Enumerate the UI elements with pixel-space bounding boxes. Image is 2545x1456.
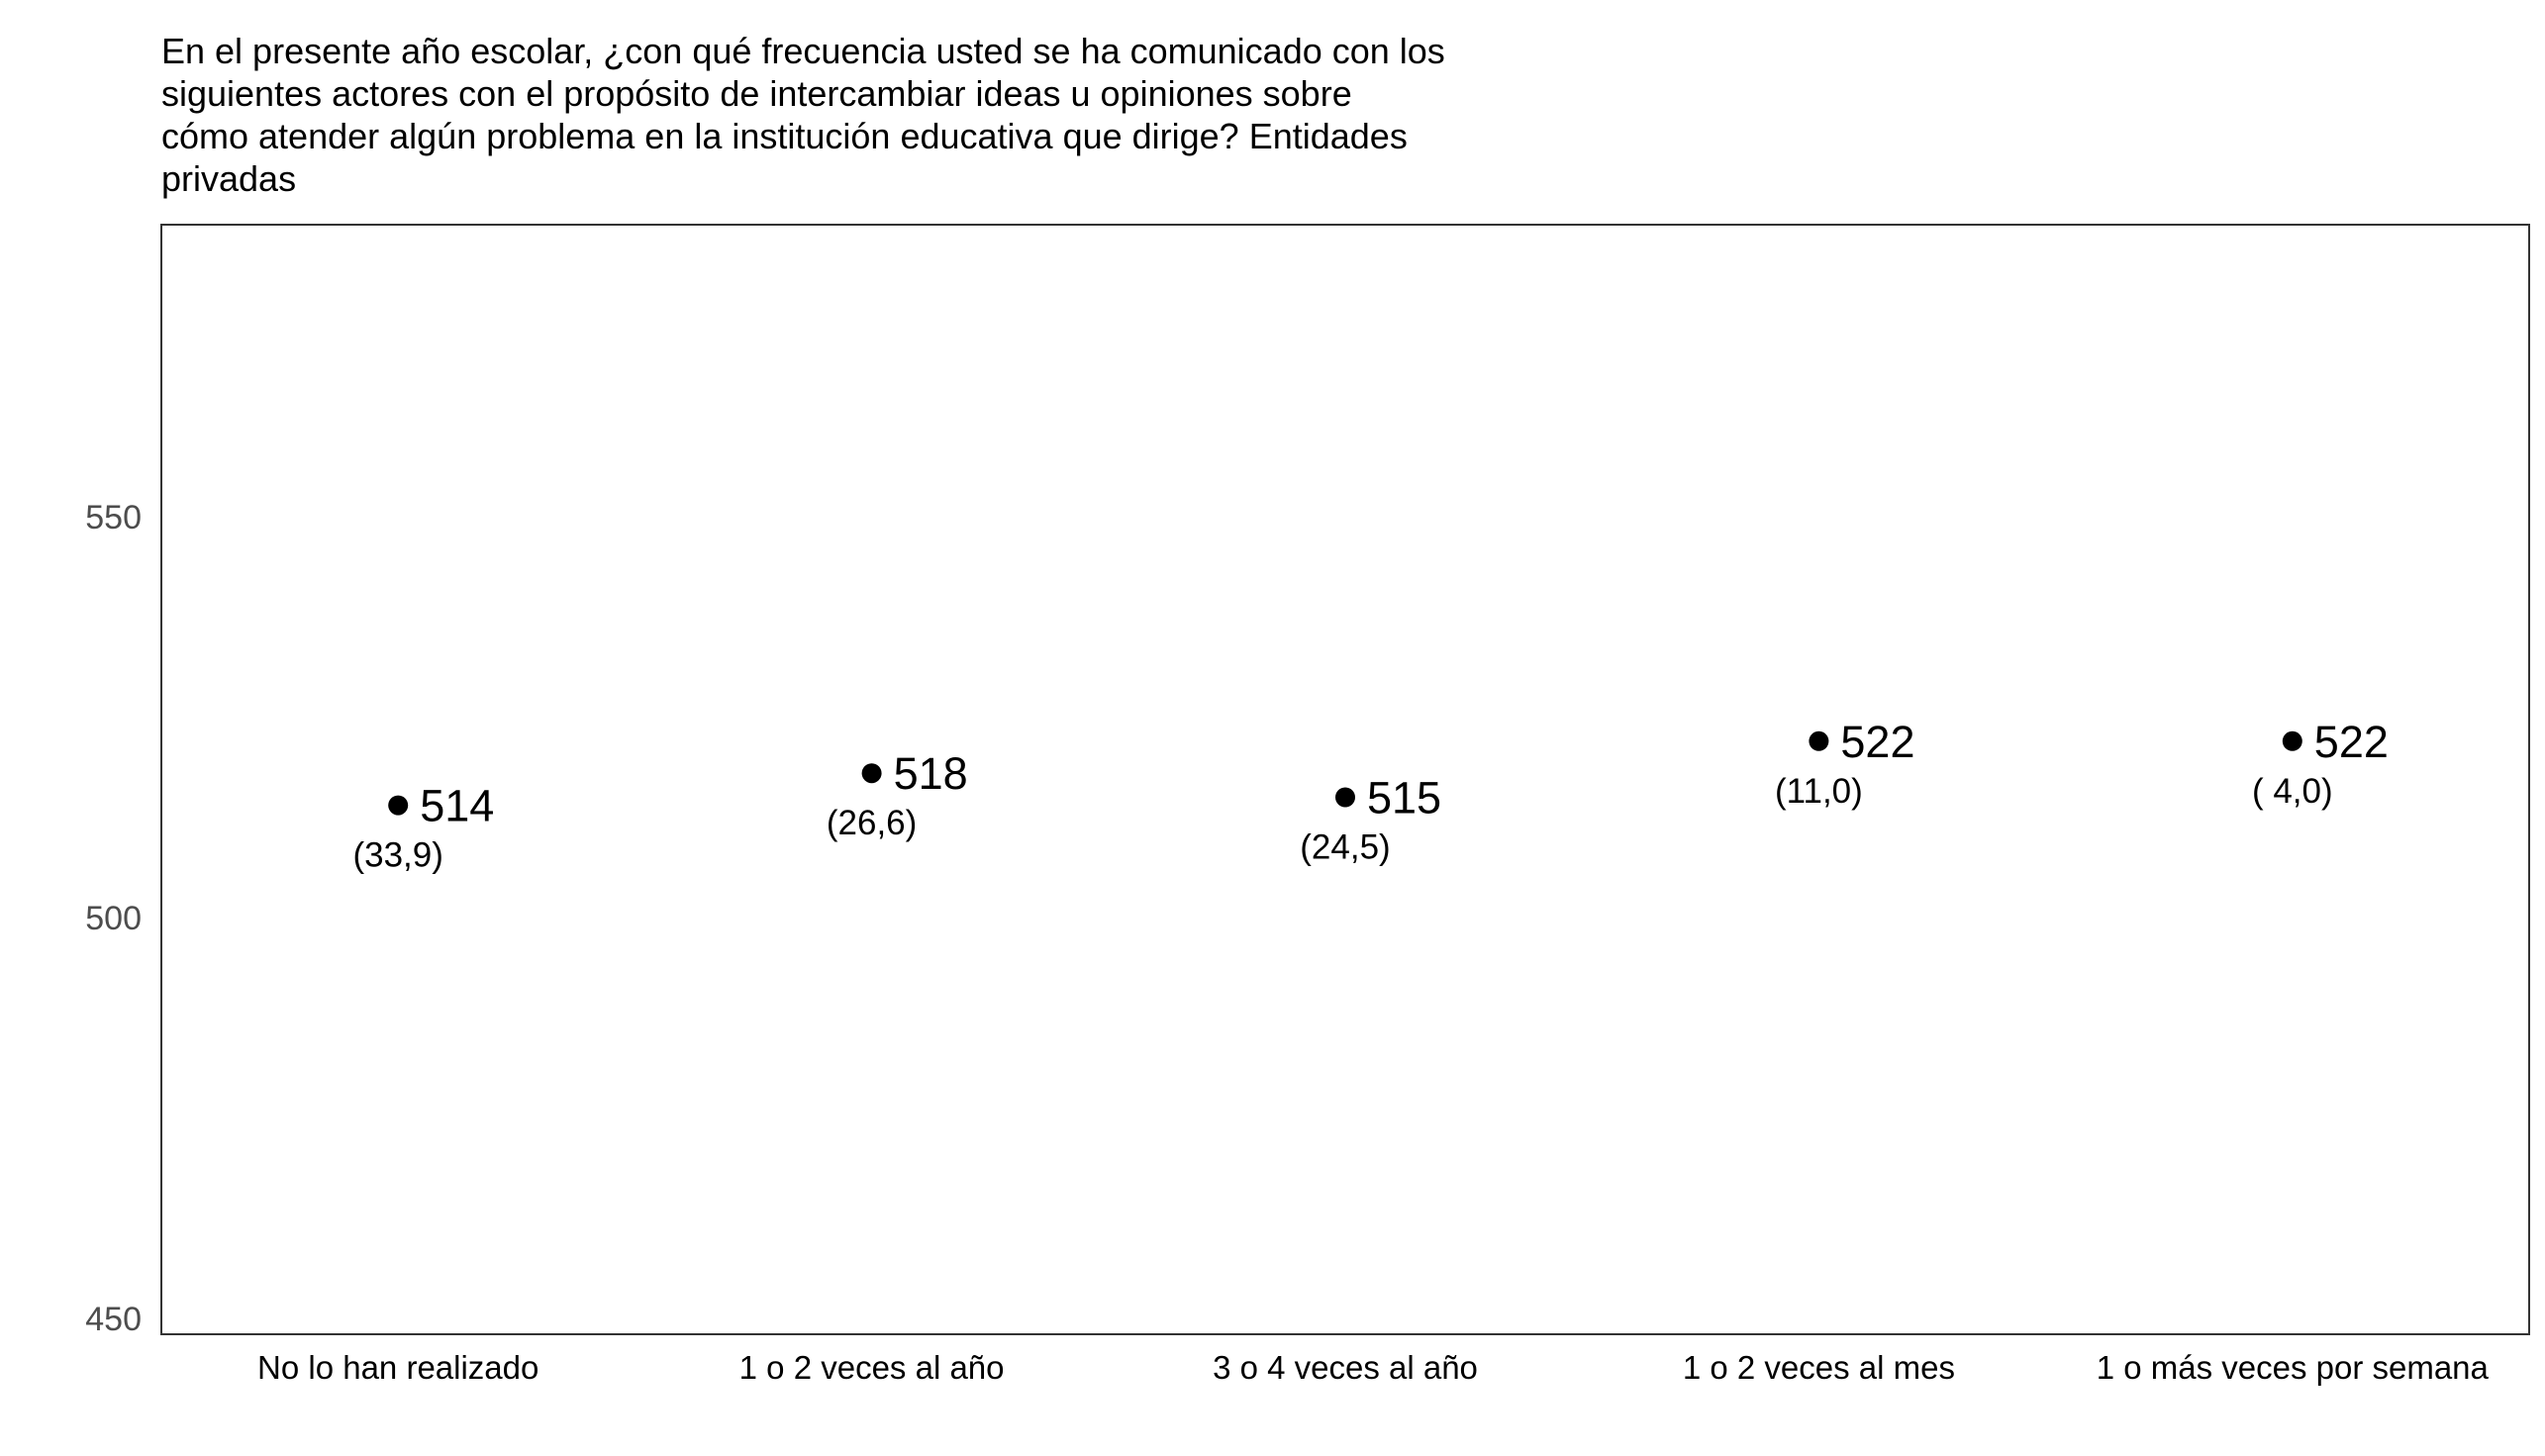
- chart-title: En el presente año escolar, ¿con qué fre…: [161, 30, 1626, 200]
- data-point: [861, 763, 882, 784]
- data-point-percent-label: (24,5): [1300, 828, 1390, 867]
- data-point: [1809, 730, 1829, 751]
- y-tick-label: 450: [85, 1301, 142, 1338]
- y-tick-label: 500: [85, 900, 142, 937]
- plot-panel-frame: [160, 224, 2530, 1335]
- data-points: 514 (33,9) 518 (26,6) 515 (24,5) 522 (11,0) 522 (…: [352, 717, 2388, 875]
- x-tick-label: 3 o 4 veces al año: [1213, 1349, 1478, 1386]
- data-point-value-label: 515: [1367, 773, 1441, 824]
- x-tick-label: 1 o 2 veces al año: [739, 1349, 1005, 1386]
- data-point: [1335, 787, 1355, 808]
- x-tick-label: No lo han realizado: [257, 1349, 538, 1386]
- chart-title-line: En el presente año escolar, ¿con qué fre…: [161, 31, 1445, 71]
- chart-title-line: cómo atender algún problema en la instit…: [161, 116, 1408, 156]
- data-point-value-label: 522: [2314, 717, 2389, 767]
- x-tick-label: 1 o más veces por semana: [2097, 1349, 2490, 1386]
- data-point: [2282, 730, 2302, 751]
- data-point-percent-label: (26,6): [827, 804, 917, 842]
- x-tick-label: 1 o 2 veces al mes: [1683, 1349, 1955, 1386]
- x-axis: No lo han realizado 1 o 2 veces al año 3 o…: [257, 1349, 2490, 1386]
- y-axis: 450 500 550: [85, 499, 142, 1338]
- chart-title-line: privadas: [161, 158, 297, 199]
- y-tick-label: 550: [85, 499, 142, 536]
- data-point-value-label: 522: [1840, 717, 1914, 767]
- data-point-percent-label: (33,9): [352, 836, 442, 875]
- data-point-value-label: 518: [894, 748, 968, 799]
- data-point-percent-label: ( 4,0): [2252, 772, 2333, 811]
- chart-title-line: siguientes actores con el propósito de i…: [161, 73, 1352, 114]
- data-point-value-label: 514: [420, 781, 494, 831]
- data-point: [388, 795, 409, 816]
- data-point-percent-label: (11,0): [1775, 772, 1863, 811]
